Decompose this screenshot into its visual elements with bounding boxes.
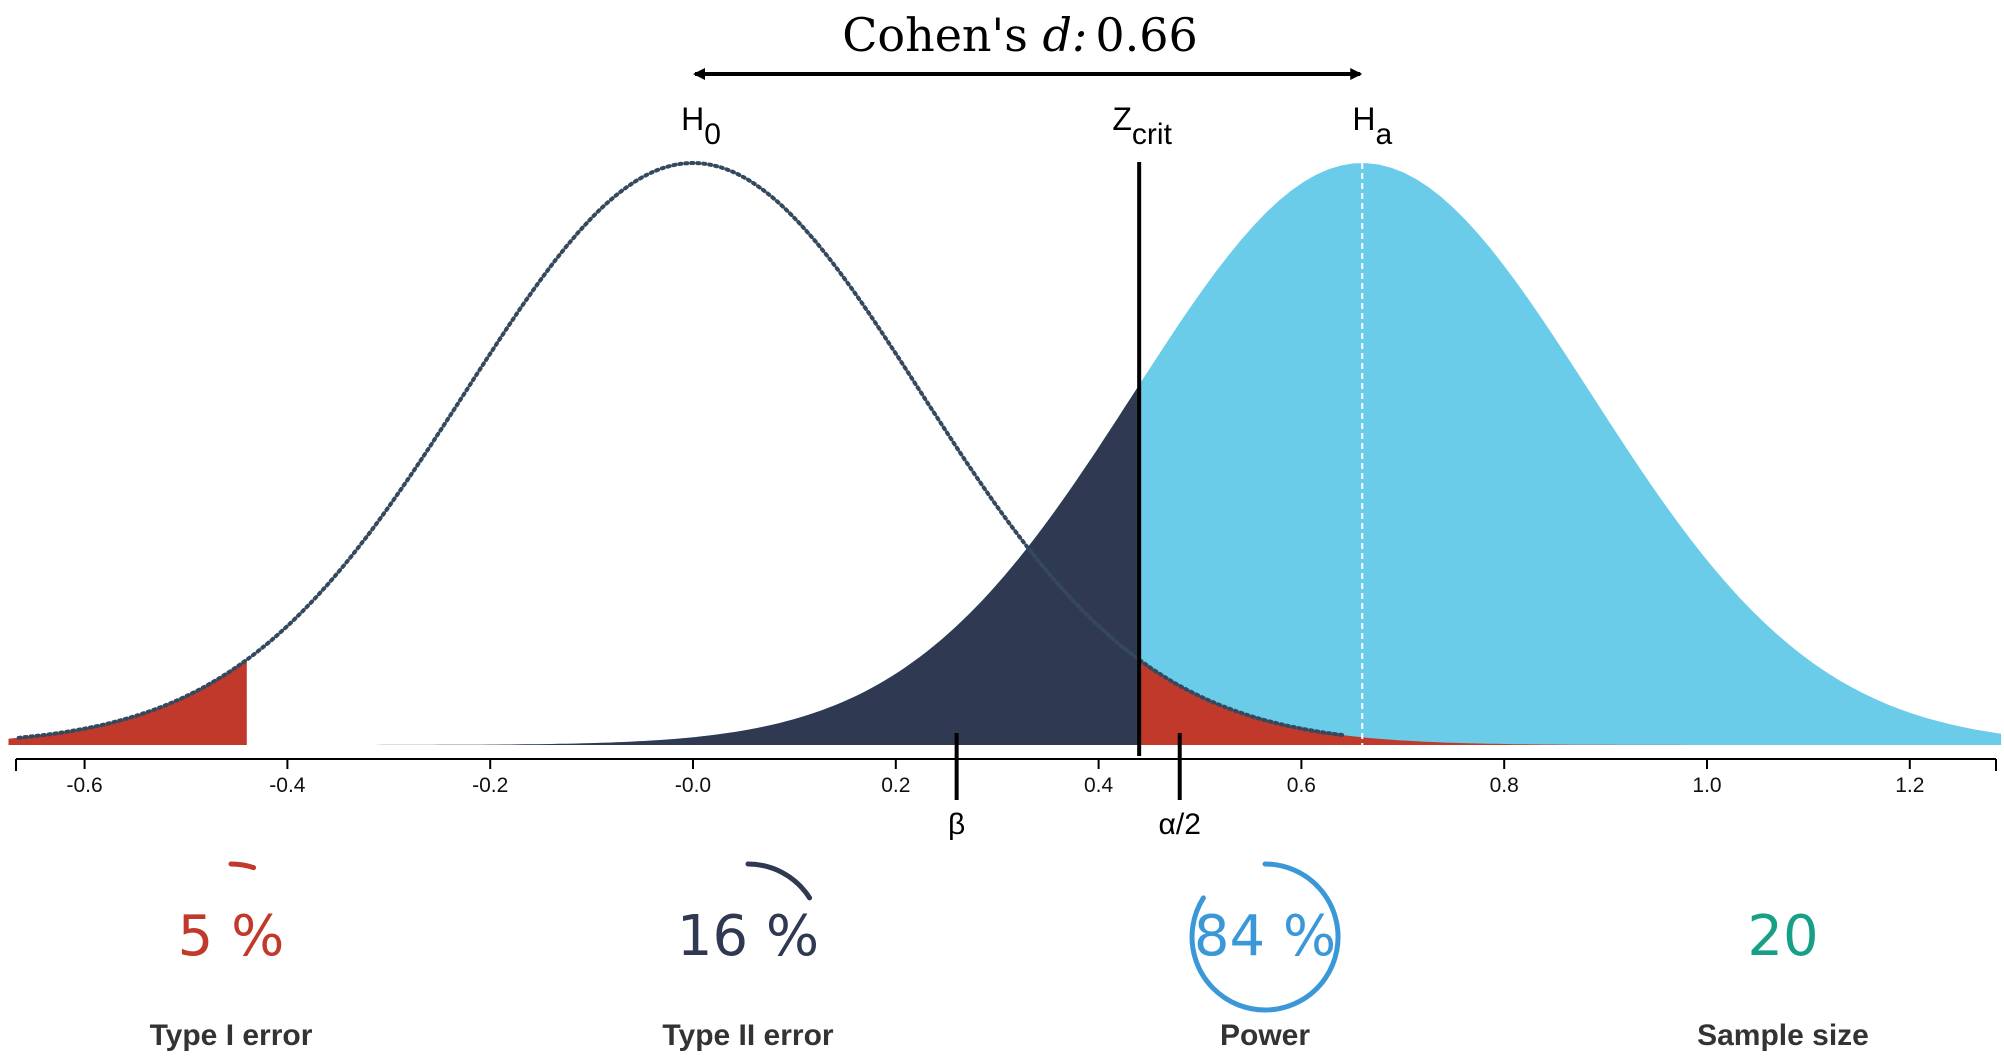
x-axis-tick-label: 0.6	[1287, 774, 1316, 797]
type-ii-error-arc	[745, 861, 813, 901]
x-axis-tick-label: -0.4	[269, 774, 306, 797]
x-axis-tick-label: 0.4	[1084, 774, 1114, 797]
ha-label: Ha	[1352, 101, 1392, 151]
sample-size-label: Sample size	[1697, 1019, 1869, 1052]
type-i-error-right-tail	[1139, 659, 2002, 745]
h0-label-main: H	[681, 101, 704, 137]
ha-label-main: H	[1352, 101, 1375, 137]
critical-label-sub: crit	[1132, 118, 1173, 151]
x-axis-tick-label: 0.2	[881, 774, 910, 797]
x-axis-tick-label: -0.0	[675, 774, 711, 797]
h0-distribution-curve	[16, 160, 1344, 740]
x-axis-tick-label: 1.0	[1692, 774, 1721, 797]
power-value: 84 %	[1194, 904, 1336, 969]
x-axis-tick-label: -0.2	[472, 774, 508, 797]
ha-distribution-area	[8, 163, 2002, 746]
power-label: Power	[1220, 1019, 1310, 1052]
h0-label: H0	[681, 101, 721, 151]
alpha-marker-label: α/2	[1159, 808, 1201, 841]
type-ii-error-area	[8, 384, 1140, 745]
chart-title: Cohen's d: 0.66	[842, 8, 1198, 62]
ha-label-sub: a	[1375, 118, 1392, 151]
type-i-error-value: 5 %	[178, 904, 285, 969]
sample-size-value: 20	[1747, 904, 1818, 969]
x-axis: -0.6 -0.4 -0.2 -0.0 0.2 0.4 0.6 0.8 1.0 1.2	[15, 758, 1997, 797]
critical-label-main: Z	[1112, 101, 1132, 137]
stat-type-i-error: 5 % Type I error	[150, 861, 313, 1052]
type-i-error-label: Type I error	[150, 1019, 313, 1052]
beta-marker-label: β	[948, 808, 965, 841]
type-i-error-left-tail	[8, 659, 247, 745]
h0-label-sub: 0	[704, 118, 721, 151]
title-symbol: d:	[1042, 8, 1087, 62]
type-ii-error-value: 16 %	[677, 904, 819, 969]
power-arc	[1189, 861, 1341, 1013]
type-i-error-arc	[228, 861, 257, 871]
type-ii-error-label: Type II error	[662, 1019, 833, 1052]
stat-sample-size: 20 Sample size	[1697, 904, 1869, 1052]
stat-type-ii-error: 16 % Type II error	[662, 861, 834, 1052]
x-axis-tick-label: 1.2	[1895, 774, 1924, 797]
title-value: 0.66	[1095, 8, 1197, 62]
x-axis-tick-label: -0.6	[67, 774, 103, 797]
title-prefix: Cohen's	[842, 8, 1042, 62]
critical-value-label: Zcrit	[1112, 101, 1172, 151]
x-axis-tick-label: 0.8	[1490, 774, 1519, 797]
stat-power: 84 % Power	[1189, 861, 1341, 1052]
